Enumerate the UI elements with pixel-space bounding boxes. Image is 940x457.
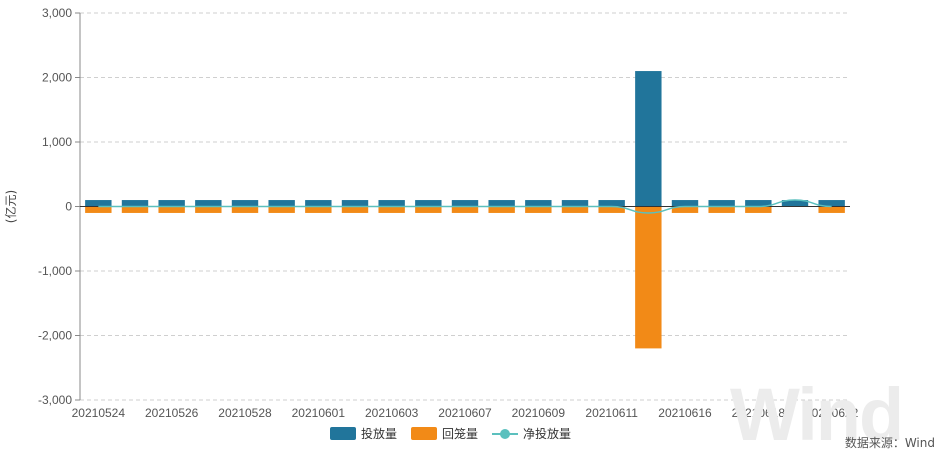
y-tick-label: 2,000 — [42, 71, 72, 85]
bar-release — [122, 200, 148, 206]
bar-withdraw — [488, 207, 514, 213]
bar-release — [85, 200, 111, 206]
bar-withdraw — [745, 207, 771, 213]
bar-release — [268, 200, 294, 206]
bar-withdraw — [268, 207, 294, 213]
bar-release — [488, 200, 514, 206]
bar-release — [672, 200, 698, 206]
bar-release — [525, 200, 551, 206]
bar-release — [708, 200, 734, 206]
legend-label-release: 投放量 — [361, 425, 397, 442]
legend-swatch-release — [330, 427, 356, 440]
y-tick-label: 1,000 — [42, 135, 72, 149]
bar-release — [378, 200, 404, 206]
bar-withdraw — [305, 207, 331, 213]
bar-withdraw — [195, 207, 221, 213]
x-tick-label: 20210607 — [438, 406, 492, 420]
y-tick-label: 0 — [65, 200, 72, 214]
legend: 投放量 回笼量 净投放量 — [330, 424, 585, 442]
legend-item-release[interactable]: 投放量 — [330, 425, 397, 442]
bar-withdraw — [818, 207, 844, 213]
bar-release — [635, 71, 661, 206]
bar-withdraw — [562, 207, 588, 213]
legend-label-withdraw: 回笼量 — [442, 425, 478, 442]
x-tick-label: 20210601 — [292, 406, 346, 420]
bar-withdraw — [85, 207, 111, 213]
y-tick-label: -3,000 — [38, 393, 72, 407]
bar-withdraw — [378, 207, 404, 213]
bar-release — [598, 200, 624, 206]
bar-release — [415, 200, 441, 206]
legend-swatch-withdraw — [411, 427, 437, 440]
bar-withdraw — [708, 207, 734, 213]
bar-withdraw — [452, 207, 478, 213]
legend-label-net: 净投放量 — [523, 425, 571, 442]
bar-release — [305, 200, 331, 206]
bar-withdraw — [525, 207, 551, 213]
bar-release — [232, 200, 258, 206]
x-tick-label: 20210524 — [72, 406, 126, 420]
bar-withdraw — [415, 207, 441, 213]
y-axis-title: (亿元) — [3, 190, 18, 223]
bar-withdraw — [342, 207, 368, 213]
y-tick-label: -1,000 — [38, 264, 72, 278]
x-tick-label: 20210528 — [218, 406, 272, 420]
bar-withdraw — [232, 207, 258, 213]
source-note: 数据来源：Wind — [845, 434, 935, 451]
y-tick-label: -2,000 — [38, 329, 72, 343]
bar-release — [562, 200, 588, 206]
legend-swatch-net — [492, 427, 518, 440]
bar-withdraw — [635, 207, 661, 349]
bar-release — [195, 200, 221, 206]
x-tick-label: 20210611 — [585, 406, 638, 420]
bar-withdraw — [122, 207, 148, 213]
legend-item-withdraw[interactable]: 回笼量 — [411, 425, 478, 442]
bar-release — [342, 200, 368, 206]
bar-withdraw — [158, 207, 184, 213]
y-tick-label: 3,000 — [42, 6, 72, 20]
bar-release — [158, 200, 184, 206]
x-tick-label: 20210609 — [512, 406, 566, 420]
x-tick-label: 20210526 — [145, 406, 199, 420]
bar-release — [452, 200, 478, 206]
x-tick-label: 20210616 — [658, 406, 712, 420]
legend-item-net[interactable]: 净投放量 — [492, 425, 571, 442]
x-tick-label: 20210603 — [365, 406, 419, 420]
